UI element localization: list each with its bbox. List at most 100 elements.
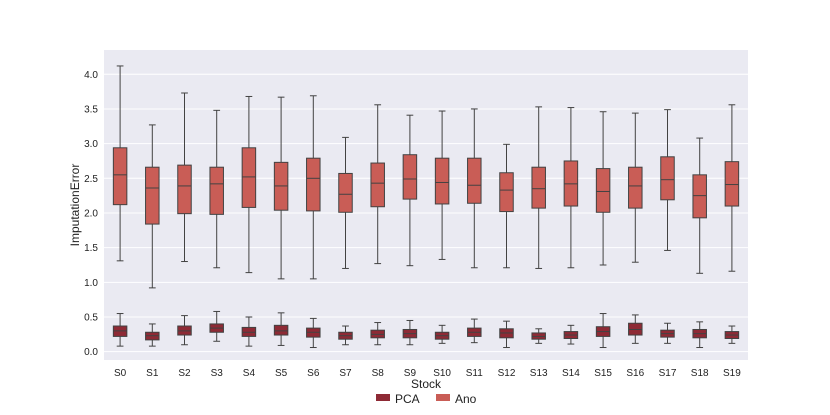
box-ano [724,104,740,272]
box-body [531,166,546,209]
box-pca [692,321,707,349]
plot-background [104,50,748,360]
box-body [112,147,128,206]
legend: PCA Ano [376,392,477,406]
box-ano [209,109,224,269]
x-tick-label: S12 [498,368,516,379]
box-ano [467,108,482,269]
box-pca [338,325,353,346]
box-ano [692,137,707,274]
box-pca [112,313,128,347]
box-ano [660,109,675,251]
x-tick-label: S7 [339,368,352,379]
x-tick-label: S4 [243,368,256,379]
y-tick-label: 2.5 [84,174,98,185]
box-pca [241,316,257,347]
box-pca [595,313,611,349]
box-ano [499,143,514,269]
y-tick-label: 3.5 [84,104,98,115]
x-axis-title: Stock [411,377,442,391]
box-pca [628,314,643,344]
box-body [628,166,643,209]
x-tick-label: S19 [723,368,741,379]
box-body [402,154,418,200]
box-ano [563,107,579,269]
x-tick-label: S9 [404,368,417,379]
box-ano [177,92,192,263]
box-body [241,147,257,208]
box-ano [306,95,321,280]
box-pca [145,323,160,347]
x-tick-labels: S0 S1 S2 S3 S4 S5 S6 S7 S8 S9 S10 S11 S12 S13 S14 S15 S1… [114,368,741,379]
x-tick-label: S17 [659,368,677,379]
box-body [434,157,450,205]
box-ano [145,124,160,289]
box-pca [177,315,192,346]
box-body [467,157,482,204]
box-body [306,157,321,212]
box-pca [660,322,675,344]
box-ano [628,112,643,263]
box-ano [531,106,546,269]
x-tick-label: S2 [178,368,191,379]
x-tick-label: S11 [466,368,483,379]
y-tick-label: 3.0 [84,139,98,150]
box-body [724,161,740,207]
box-ano [338,136,353,269]
x-tick-label: S16 [626,368,644,379]
x-tick-label: S5 [275,368,288,379]
box-pca [370,322,385,346]
box-ano [112,65,128,262]
x-tick-label: S10 [433,368,451,379]
box-ano [241,95,257,274]
legend-swatch-ano [436,394,450,401]
box-body [209,166,224,215]
box-pca [434,324,450,344]
legend-label-pca: PCA [395,392,420,406]
box-pca [563,324,579,345]
y-tick-label: 1.0 [84,278,98,289]
box-ano [434,110,450,260]
box-body [145,166,160,225]
box-pca [209,310,224,342]
box-series [112,65,740,349]
x-tick-label: S6 [307,368,320,379]
box-body [499,172,514,213]
box-body [273,324,289,336]
legend-swatch-pca [376,394,390,401]
x-tick-label: S8 [372,368,385,379]
x-tick-label: S14 [562,368,580,379]
box-ano [595,111,611,266]
y-tick-label: 1.5 [84,243,98,254]
y-tick-label: 4.0 [84,70,98,81]
y-tick-label: 0.5 [84,313,98,324]
box-body [338,172,353,213]
box-ano [273,96,289,280]
box-body [177,164,192,215]
box-body [595,168,611,213]
box-pca [306,317,321,349]
x-tick-label: S0 [114,368,127,379]
box-pca [724,325,740,344]
legend-label-ano: Ano [455,392,477,406]
box-body [692,174,707,219]
x-tick-label: S13 [530,368,548,379]
y-axis-title: ImputationError [68,164,82,247]
y-tick-label: 2.0 [84,208,98,219]
box-pca [467,318,482,344]
box-pca [273,312,289,346]
box-pca [402,319,418,346]
box-pca [531,328,546,344]
x-tick-label: S15 [594,368,612,379]
box-body [660,156,675,201]
box-pca [499,320,514,349]
box-body [370,162,385,208]
box-ano [402,114,418,267]
y-tick-labels: 0.0 0.5 1.0 1.5 2.0 2.5 3.0 3.5 4.0 [84,70,98,358]
x-tick-label: S3 [211,368,224,379]
box-ano [370,104,385,265]
x-tick-label: S1 [146,368,159,379]
x-tick-label: S18 [691,368,709,379]
y-tick-label: 0.0 [84,347,98,358]
